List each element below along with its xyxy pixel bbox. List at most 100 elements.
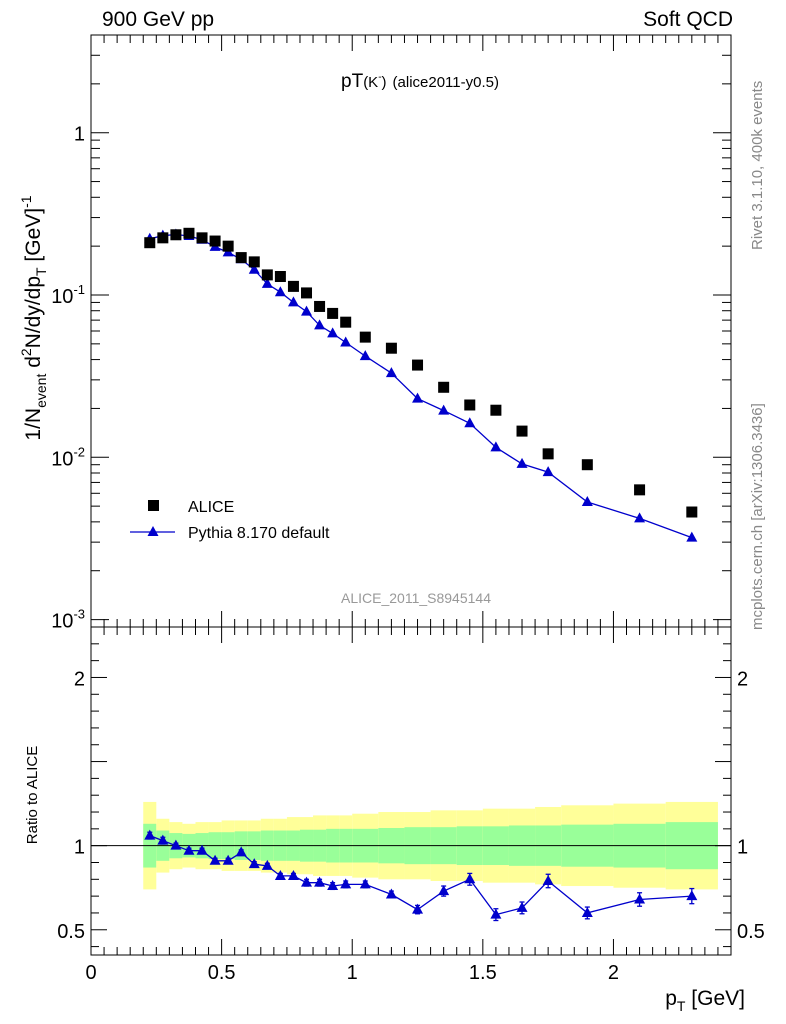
header-left: 900 GeV pp (102, 8, 215, 31)
title-main: pT (341, 71, 364, 92)
ratio-point (183, 844, 195, 855)
ratio-point (327, 880, 339, 891)
alice-point (490, 404, 502, 416)
alice-point (235, 252, 247, 264)
x-tick-label: 0.5 (208, 962, 236, 984)
alice-point (359, 331, 371, 343)
ratio-point (385, 888, 397, 899)
alice-point (144, 237, 156, 249)
top-y-tick-label: 10-1 (51, 282, 85, 308)
top-series-pythia (144, 228, 698, 542)
alice-point (196, 232, 208, 244)
ratio-point (581, 906, 593, 917)
alice-point (301, 287, 313, 299)
top-axis-ticks (90, 34, 732, 628)
ratio-point (157, 834, 169, 845)
ratio-point (314, 876, 326, 887)
top-title: pT(K-) (alice2011-y0.5) (341, 71, 499, 92)
alice-point (686, 506, 698, 518)
pythia-point (438, 404, 450, 415)
legend-alice-marker (148, 500, 159, 511)
x-axis-label: pT [GeV] (665, 987, 745, 1014)
alice-point (412, 359, 424, 371)
pythia-point (412, 392, 424, 403)
top-y-tick-label: 10-2 (51, 444, 85, 470)
pythia-line (149, 233, 693, 539)
top-y-tick-label: 1 (74, 124, 85, 146)
alice-point (274, 271, 286, 283)
x-tick-label: 1 (347, 962, 358, 984)
alice-point (314, 300, 326, 312)
top-panel: pT(K-) (alice2011-y0.5) ALICE_2011_S89451… (18, 34, 732, 633)
bottom-y-tick-label-right: 0.5 (737, 921, 765, 943)
ratio-point (196, 844, 208, 855)
legend-alice-label: ALICE (188, 499, 234, 516)
bottom-panel: 0.5 0.51 12 2 0 0.5 1 1.5 2 Ratio to ALICE pT [… (24, 626, 765, 1014)
bottom-x-tick-labels: 0 0.5 1 1.5 2 (85, 962, 619, 984)
pythia-point (385, 367, 397, 378)
ratio-point (235, 846, 247, 857)
ratio-point (209, 854, 221, 865)
alice-point (438, 381, 450, 393)
top-frame (90, 34, 732, 628)
bottom-y-tick-label-left: 2 (74, 668, 85, 690)
ratio-point (490, 908, 502, 919)
ratio-point (222, 854, 234, 865)
bottom-y-tick-label-right: 1 (737, 837, 748, 859)
ratio-point (464, 873, 476, 884)
x-tick-label: 2 (608, 962, 619, 984)
pythia-point (686, 531, 698, 542)
bottom-y-tick-labels: 0.5 0.5 1 1 2 2 (57, 668, 765, 942)
legend: ALICE Pythia 8.170 default (130, 499, 330, 542)
pythia-point (287, 296, 299, 307)
bottom-frame (90, 626, 732, 956)
alice-point (183, 227, 195, 239)
ratio-point (301, 876, 313, 887)
title-sup: - (378, 72, 381, 83)
alice-point (464, 399, 476, 411)
ratio-point (516, 901, 528, 912)
title-close: ) (382, 74, 387, 91)
ratio-series-pythia (144, 829, 698, 922)
pythia-point (301, 305, 313, 316)
pythia-point (464, 417, 476, 428)
ratio-point (340, 878, 352, 889)
bottom-y-tick-label-left: 1 (74, 837, 85, 859)
ratio-point (438, 885, 450, 896)
watermark: ALICE_2011_S8945144 (341, 590, 491, 606)
top-y-tick-label: 10-3 (51, 607, 85, 633)
header-right: Soft QCD (643, 8, 733, 31)
alice-point (287, 280, 299, 292)
x-tick-label: 1.5 (469, 962, 497, 984)
ratio-point (287, 869, 299, 880)
ratio-point (686, 890, 698, 901)
legend-pythia-marker (147, 526, 159, 536)
pythia-point (248, 263, 260, 274)
title-particle: (K (363, 74, 378, 91)
alice-point (248, 256, 260, 268)
alice-point (157, 232, 169, 244)
ratio-point (248, 858, 260, 869)
alice-point (340, 316, 352, 328)
ratio-point (359, 878, 371, 889)
pythia-point (314, 319, 326, 330)
pythia-point (359, 350, 371, 361)
ratio-point (170, 839, 182, 850)
alice-point (542, 448, 554, 460)
alice-point (327, 307, 339, 319)
ratio-point (412, 903, 424, 914)
ratio-point (542, 874, 554, 885)
top-y-axis-label: 1/Nevent d2N/dy/dpT [GeV]-1 (18, 195, 49, 440)
alice-point (261, 269, 273, 281)
pythia-point (327, 327, 339, 338)
ratio-point (634, 893, 646, 904)
top-series-alice (144, 227, 698, 518)
pythia-point (340, 336, 352, 347)
alice-point (209, 235, 221, 247)
alice-point (634, 484, 646, 496)
bottom-y-tick-label-right: 2 (737, 668, 748, 690)
ratio-point (261, 859, 273, 870)
alice-point (385, 342, 397, 354)
pythia-point (261, 277, 273, 288)
